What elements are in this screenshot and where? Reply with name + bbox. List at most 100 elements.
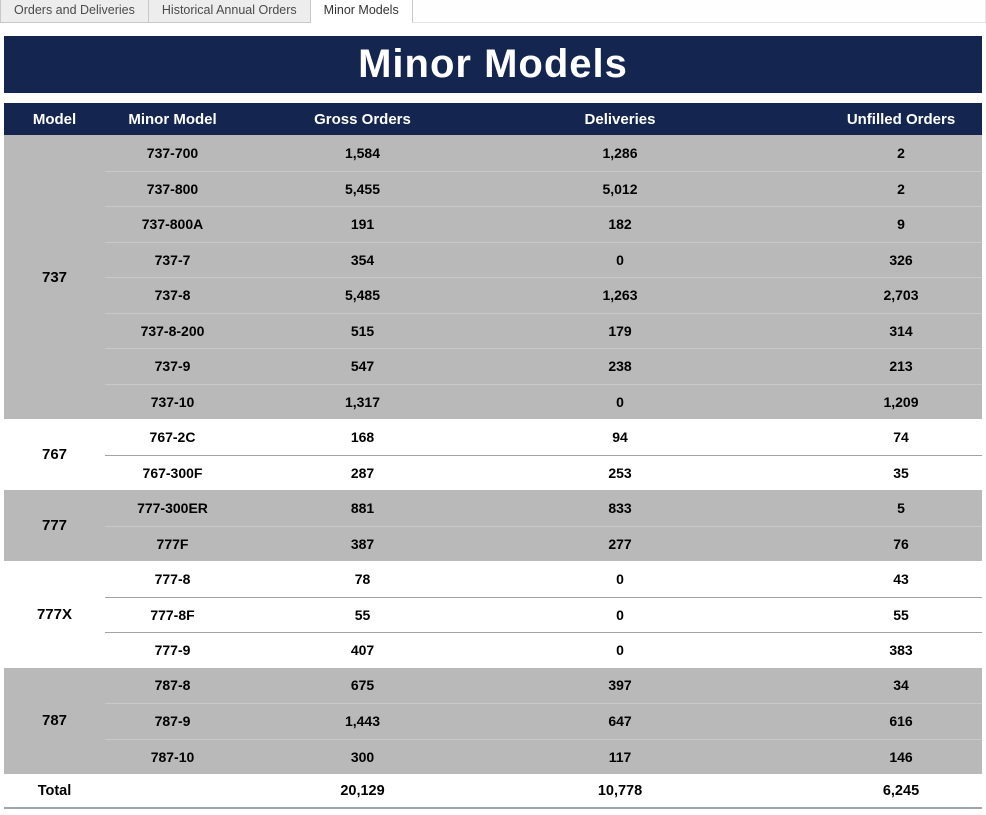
table-row[interactable]: 737-10 1,317 0 1,209	[105, 383, 982, 420]
table-row[interactable]: 787-9 1,443 647 616	[105, 703, 982, 739]
table-row[interactable]: 777F 387 277 76	[105, 525, 982, 562]
tab-minor-models[interactable]: Minor Models	[310, 0, 413, 23]
cell-minor: 737-10	[150, 393, 195, 410]
cell-gross: 1,317	[344, 393, 381, 410]
cell-minor: 787-9	[154, 713, 191, 730]
cell-gross: 354	[350, 251, 375, 268]
cell-unfilled: 616	[889, 713, 913, 730]
cell-deliveries: 182	[608, 216, 632, 233]
title-bar: Minor Models	[4, 36, 982, 93]
table-row[interactable]: 737-8 5,485 1,263 2,703	[105, 277, 982, 313]
total-label: Total	[37, 782, 72, 799]
total-gross-orders: 20,129	[340, 782, 385, 799]
cell-minor: 777F	[156, 535, 189, 552]
table-row[interactable]: 737-800A 191 182 9	[105, 206, 982, 242]
model-group-737: 737 737-700 1,584 1,286 2 737-800 5,455 5,012 2 7…	[4, 135, 982, 419]
cell-deliveries: 833	[608, 499, 632, 516]
cell-deliveries: 0	[616, 251, 624, 268]
column-header-minor-model: Minor Model	[128, 110, 217, 128]
cell-minor: 737-800	[146, 180, 199, 197]
cell-gross: 5,455	[344, 180, 381, 197]
cell-deliveries: 0	[616, 642, 624, 659]
table-row[interactable]: 767-2C 168 94 74	[105, 419, 982, 455]
cell-minor: 737-700	[146, 144, 199, 161]
cell-gross: 300	[350, 748, 375, 765]
model-label: 767	[41, 446, 68, 463]
cell-minor: 737-8	[154, 287, 191, 304]
cell-deliveries: 94	[612, 428, 628, 445]
cell-gross: 407	[350, 642, 375, 659]
total-deliveries: 10,778	[597, 782, 643, 799]
cell-unfilled: 74	[893, 428, 909, 445]
model-label: 777	[41, 517, 68, 534]
table-row[interactable]: 737-8-200 515 179 314	[105, 312, 982, 349]
cell-unfilled: 2,703	[883, 287, 919, 304]
table-row[interactable]: 787-10 300 117 146	[105, 738, 982, 775]
cell-deliveries: 117	[608, 748, 632, 765]
cell-unfilled: 1,209	[883, 393, 919, 410]
cell-gross: 387	[350, 535, 375, 552]
cell-gross: 881	[350, 499, 375, 516]
cell-deliveries: 647	[608, 713, 632, 730]
sheet-tab-bar: Orders and Deliveries Historical Annual O…	[0, 0, 986, 23]
table-row[interactable]: 777-8 78 0 43	[105, 561, 982, 597]
cell-deliveries: 238	[608, 358, 632, 375]
tab-orders-and-deliveries[interactable]: Orders and Deliveries	[0, 0, 149, 23]
cell-minor: 787-8	[154, 677, 191, 694]
table-row[interactable]: 737-800 5,455 5,012 2	[105, 170, 982, 207]
cell-unfilled: 2	[897, 144, 905, 161]
cell-gross: 547	[350, 358, 375, 375]
cell-deliveries: 1,286	[602, 144, 638, 161]
cell-unfilled: 35	[893, 464, 909, 481]
table-row[interactable]: 737-9 547 238 213	[105, 348, 982, 384]
cell-minor: 767-2C	[149, 428, 196, 445]
table-row[interactable]: 777-8F 55 0 55	[105, 596, 982, 633]
cell-minor: 777-300ER	[137, 499, 208, 516]
cell-unfilled: 2	[897, 180, 905, 197]
model-label: 777X	[36, 605, 73, 623]
model-label: 737	[41, 268, 68, 286]
cell-minor: 777-8F	[150, 606, 195, 623]
cell-unfilled: 76	[893, 535, 909, 552]
cell-unfilled: 55	[893, 606, 909, 623]
model-group-777x: 777X 777-8 78 0 43 777-8F 55 0 55 777-9 407 0 383	[4, 561, 982, 668]
cell-minor: 737-800A	[141, 216, 204, 233]
cell-deliveries: 0	[616, 606, 624, 623]
cell-unfilled: 314	[889, 322, 913, 339]
cell-gross: 78	[354, 570, 371, 587]
cell-gross: 1,584	[344, 144, 381, 161]
cell-gross: 5,485	[344, 287, 381, 304]
column-header-model: Model	[32, 110, 77, 128]
tab-bar-filler	[412, 0, 986, 23]
cell-minor: 777-9	[154, 642, 191, 659]
table-row[interactable]: 787-8 675 397 34	[105, 668, 982, 704]
cell-unfilled: 146	[889, 748, 913, 765]
model-group-787: 787 787-8 675 397 34 787-9 1,443 647 616 787-10 30…	[4, 667, 982, 775]
cell-unfilled: 43	[893, 570, 909, 587]
cell-unfilled: 9	[897, 216, 905, 233]
cell-gross: 515	[350, 322, 375, 339]
tab-historical-annual-orders[interactable]: Historical Annual Orders	[148, 0, 311, 23]
cell-gross: 287	[350, 464, 375, 481]
table-row[interactable]: 777-300ER 881 833 5	[105, 490, 982, 526]
table-body: 737 737-700 1,584 1,286 2 737-800 5,455 5,012 2 7…	[4, 135, 982, 774]
table-row[interactable]: 737-7 354 0 326	[105, 241, 982, 278]
cell-gross: 1,443	[344, 713, 381, 730]
cell-minor: 737-9	[154, 358, 191, 375]
table-row[interactable]: 767-300F 287 253 35	[105, 454, 982, 491]
column-header-gross-orders: Gross Orders	[314, 110, 411, 128]
cell-deliveries: 1,263	[602, 287, 638, 304]
cell-deliveries: 179	[608, 322, 632, 339]
cell-minor: 737-8-200	[140, 322, 205, 339]
cell-unfilled: 383	[889, 642, 913, 659]
table-row[interactable]: 737-700 1,584 1,286 2	[105, 135, 982, 171]
table-row[interactable]: 777-9 407 0 383	[105, 632, 982, 668]
cell-deliveries: 253	[608, 464, 632, 481]
cell-gross: 55	[354, 606, 371, 623]
cell-unfilled: 326	[889, 251, 913, 268]
cell-deliveries: 277	[608, 535, 632, 552]
cell-minor: 787-10	[150, 748, 195, 765]
cell-gross: 168	[350, 428, 375, 445]
cell-deliveries: 0	[616, 393, 624, 410]
column-header-unfilled-orders: Unfilled Orders	[846, 110, 956, 128]
